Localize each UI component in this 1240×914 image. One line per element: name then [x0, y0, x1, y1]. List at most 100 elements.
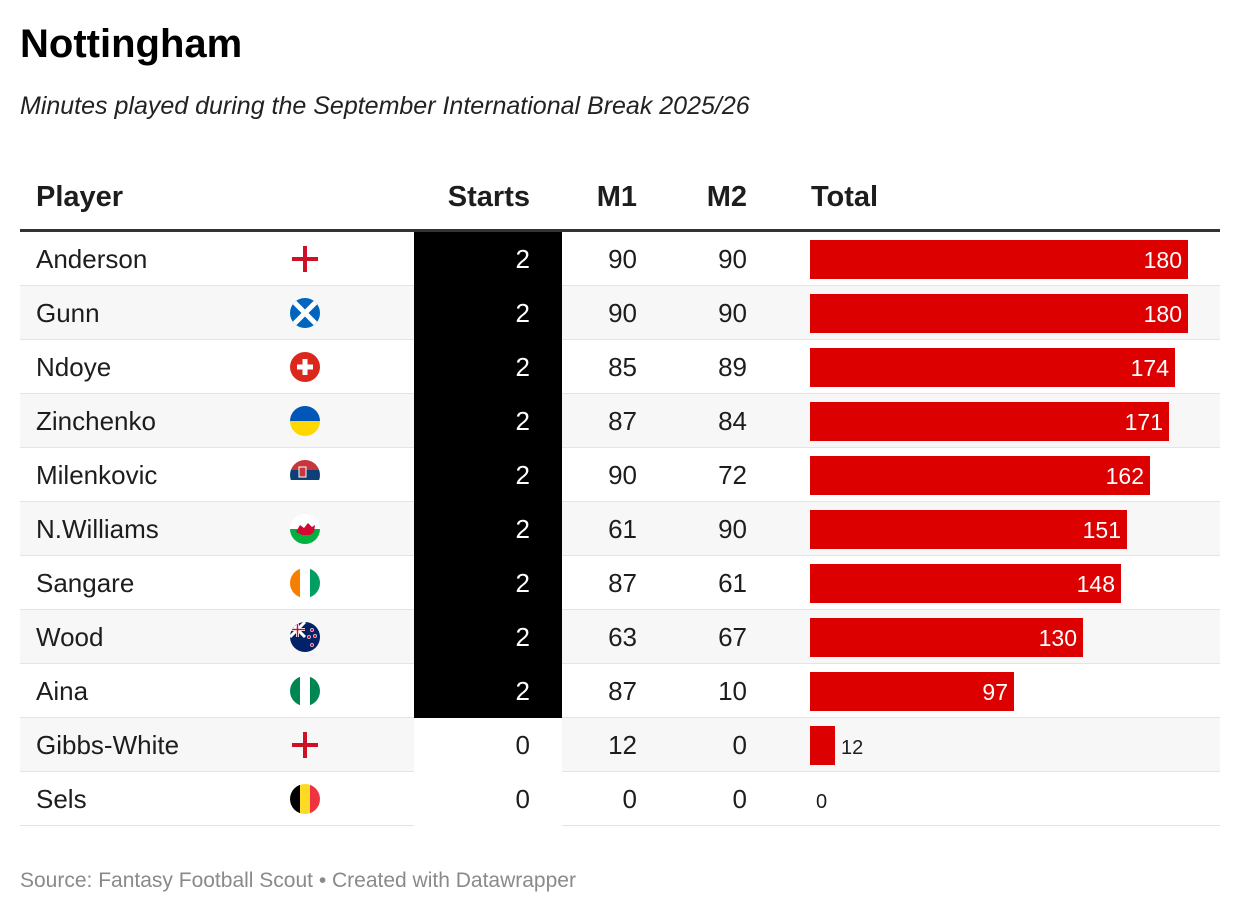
total-label: 162	[1106, 463, 1144, 489]
total-bar-svg: 162	[810, 456, 1150, 495]
player-name: Gibbs-White	[36, 730, 180, 760]
ukraine-flag-icon	[290, 406, 320, 436]
total-bar-svg: 130	[810, 618, 1083, 657]
total-bar-svg: 171	[810, 402, 1169, 441]
england-flag-icon	[292, 246, 318, 272]
flag-cell	[290, 730, 320, 760]
nigeria-flag-icon	[290, 676, 320, 706]
starts-highlight	[414, 232, 562, 286]
table-header: Player Starts M1 M2 Total	[20, 168, 1220, 232]
table-row: Milenkovic 2 90 72 162	[20, 448, 1220, 502]
starts-value: 2	[515, 298, 530, 328]
table-row: N.Williams 2 61 90 151	[20, 502, 1220, 556]
player-name: Sels	[36, 784, 87, 814]
starts-value: 2	[515, 244, 530, 274]
starts-value: 2	[515, 676, 530, 706]
total-bar-svg: 0	[816, 791, 827, 813]
starts-highlight	[414, 664, 562, 718]
starts-highlight	[414, 286, 562, 340]
m1-value: 90	[608, 298, 637, 328]
column-header-starts[interactable]: Starts	[447, 181, 530, 213]
m1-value: 90	[608, 244, 637, 274]
flag-cell	[290, 622, 320, 652]
player-name: Sangare	[36, 568, 135, 598]
m1-value: 12	[608, 730, 637, 760]
m2-value: 72	[718, 460, 747, 490]
total-bar	[810, 510, 1127, 549]
total-label: 130	[1039, 625, 1077, 651]
total-bar	[810, 240, 1188, 279]
flag-cell	[290, 784, 320, 814]
starts-highlight	[414, 610, 562, 664]
m2-value: 61	[718, 568, 747, 598]
starts-value: 2	[515, 406, 530, 436]
total-label: 171	[1125, 409, 1163, 435]
total-bar-cell: 162	[810, 448, 1220, 502]
ivory-coast-flag-icon	[290, 568, 320, 598]
m1-value: 87	[608, 568, 637, 598]
player-name: N.Williams	[36, 514, 159, 544]
m2-value: 84	[718, 406, 747, 436]
table-row: Wood 2 63 67 130	[20, 610, 1220, 664]
m2-value: 90	[718, 514, 747, 544]
flag-cell	[290, 568, 320, 598]
player-name: Wood	[36, 622, 104, 652]
total-bar	[810, 726, 835, 765]
flag-cell	[290, 676, 320, 706]
total-bar-svg: 97	[810, 672, 1014, 711]
player-name: Zinchenko	[36, 406, 156, 436]
total-label: 174	[1131, 355, 1170, 381]
m1-value: 90	[608, 460, 637, 490]
switzerland-flag-icon	[290, 352, 320, 382]
m2-value: 67	[718, 622, 747, 652]
m2-value: 0	[732, 730, 747, 760]
table-body: Anderson 2 90 90 180 Gunn 2 90 90 180 Ndoye 2 85 89 17…	[20, 232, 1220, 826]
total-bar-svg: 180	[810, 240, 1188, 279]
table-row: Ndoye 2 85 89 174	[20, 340, 1220, 394]
starts-highlight	[414, 340, 562, 394]
total-bar	[810, 672, 1014, 711]
m1-value: 63	[608, 622, 637, 652]
starts-highlight	[414, 448, 562, 502]
column-header-player[interactable]: Player	[36, 181, 124, 213]
total-bar-cell: 130	[810, 610, 1220, 664]
m2-value: 90	[718, 244, 747, 274]
flag-cell	[290, 298, 320, 328]
total-bar-svg: 174	[810, 348, 1175, 387]
source-footer: Source: Fantasy Football Scout • Created…	[20, 869, 576, 892]
starts-highlight	[414, 394, 562, 448]
m1-value: 87	[608, 406, 637, 436]
m2-value: 89	[718, 352, 747, 382]
minutes-table: Player Starts M1 M2 Total Anderson 2 90 90 1…	[20, 168, 1220, 826]
chart-title: Nottingham	[20, 22, 243, 66]
starts-highlight	[414, 718, 562, 772]
player-name: Milenkovic	[36, 460, 158, 490]
belgium-flag-icon	[290, 784, 320, 814]
starts-value: 2	[515, 460, 530, 490]
total-bar	[810, 294, 1188, 333]
total-bar-svg: 151	[810, 510, 1127, 549]
total-label: 12	[841, 737, 863, 759]
m2-value: 10	[718, 676, 747, 706]
total-label: 97	[982, 679, 1008, 705]
m1-value: 87	[608, 676, 637, 706]
table-row: Sangare 2 87 61 148	[20, 556, 1220, 610]
starts-value: 2	[515, 622, 530, 652]
total-bar-cell: 174	[810, 340, 1220, 394]
starts-value: 2	[515, 352, 530, 382]
starts-highlight	[414, 772, 562, 826]
player-name: Gunn	[36, 298, 100, 328]
total-label: 180	[1144, 247, 1182, 273]
total-bar-svg: 148	[810, 564, 1121, 603]
starts-value: 0	[515, 784, 530, 814]
column-header-m2[interactable]: M2	[706, 181, 747, 213]
m1-value: 61	[608, 514, 637, 544]
player-name: Anderson	[36, 244, 148, 274]
chart-subtitle: Minutes played during the September Inte…	[20, 92, 750, 120]
column-header-total[interactable]: Total	[811, 181, 879, 213]
column-header-m1[interactable]: M1	[596, 181, 637, 213]
total-bar-svg: 12	[810, 726, 863, 765]
total-label: 148	[1077, 571, 1115, 597]
m1-value: 0	[622, 784, 637, 814]
total-bar-cell: 97	[810, 664, 1220, 718]
